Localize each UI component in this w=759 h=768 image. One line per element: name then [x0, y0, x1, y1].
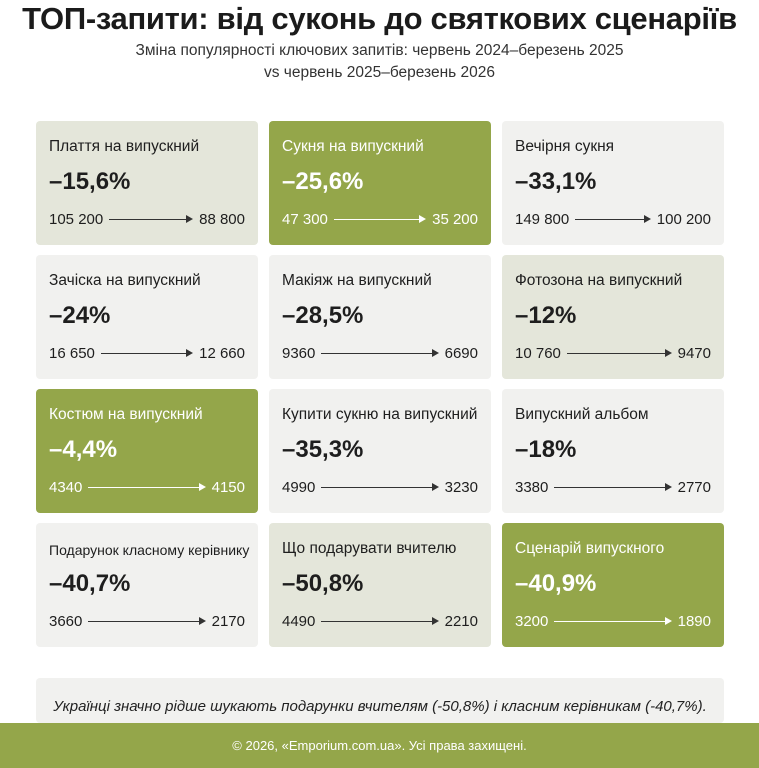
query-card: Фотозона на випускний –12% 10 760 9470 [502, 255, 724, 379]
card-label: Що подарувати вчителю [282, 540, 457, 557]
card-value-before: 47 300 [282, 211, 328, 228]
card-value-after: 35 200 [432, 211, 478, 228]
card-percent-change: –40,9% [515, 570, 597, 597]
card-value-after: 4150 [211, 479, 245, 496]
card-value-after: 88 800 [199, 211, 245, 228]
arrow-right-icon [554, 483, 672, 491]
card-value-before: 149 800 [515, 211, 570, 228]
card-value-after: 1890 [677, 613, 711, 630]
card-value-after: 9470 [677, 345, 711, 362]
arrow-right-icon [321, 617, 439, 625]
arrow-right-icon [88, 483, 206, 491]
card-percent-change: –50,8% [282, 570, 364, 597]
copyright-footer: © 2026, «Emporium.com.ua». Усі права зах… [0, 723, 759, 768]
card-percent-change: –4,4% [49, 436, 118, 463]
card-label: Подарунок класному керівнику [49, 542, 250, 558]
arrow-right-icon [109, 215, 193, 223]
query-card: Плаття на випускний –15,6% 105 200 88 80… [36, 121, 258, 245]
card-value-before: 3200 [515, 613, 549, 630]
card-percent-change: –28,5% [282, 302, 364, 329]
arrow-right-icon [554, 617, 672, 625]
card-value-after: 100 200 [656, 211, 711, 228]
query-card: Що подарувати вчителю –50,8% 4490 2210 [269, 523, 491, 647]
subtitle-line-2: vs червень 2025–березень 2026 [263, 64, 496, 81]
card-value-before: 3380 [515, 479, 549, 496]
card-value-before: 4340 [49, 479, 83, 496]
card-percent-change: –40,7% [49, 570, 131, 597]
arrow-right-icon [101, 349, 193, 357]
query-cards-grid: Плаття на випускний –15,6% 105 200 88 80… [36, 121, 724, 648]
card-label: Сценарій випускного [515, 540, 665, 557]
card-value-before: 16 650 [49, 345, 95, 362]
card-value-after: 3230 [444, 479, 478, 496]
page-subtitle: Зміна популярності ключових запитів: чер… [0, 40, 759, 84]
card-label: Макіяж на випускний [282, 272, 432, 289]
card-value-before: 4990 [282, 479, 316, 496]
card-label: Вечірня сукня [515, 138, 615, 155]
card-label: Костюм на випускний [49, 406, 203, 423]
card-label: Купити сукню на випускний [282, 406, 478, 423]
arrow-right-icon [334, 215, 426, 223]
card-value-before: 3660 [49, 613, 83, 630]
card-percent-change: –35,3% [282, 436, 364, 463]
query-card: Зачіска на випускний –24% 16 650 12 660 [36, 255, 258, 379]
card-value-before: 10 760 [515, 345, 561, 362]
card-value-after: 12 660 [199, 345, 245, 362]
card-percent-change: –18% [515, 436, 577, 463]
card-percent-change: –15,6% [49, 168, 131, 195]
arrow-right-icon [88, 617, 206, 625]
card-percent-change: –25,6% [282, 168, 364, 195]
card-label: Плаття на випускний [49, 138, 200, 155]
query-card: Подарунок класному керівнику –40,7% 3660… [36, 523, 258, 647]
card-label: Випускний альбом [515, 406, 649, 423]
query-card: Костюм на випускний –4,4% 4340 4150 [36, 389, 258, 513]
query-card: Макіяж на випускний –28,5% 9360 6690 [269, 255, 491, 379]
card-value-after: 2170 [211, 613, 245, 630]
card-percent-change: –33,1% [515, 168, 597, 195]
card-value-after: 2210 [444, 613, 478, 630]
page-title: ТОП-запити: від суконь до святкових сцен… [22, 1, 737, 36]
query-card: Вечірня сукня –33,1% 149 800 100 200 [502, 121, 724, 245]
query-card: Сукня на випускний –25,6% 47 300 35 200 [269, 121, 491, 245]
arrow-right-icon [321, 349, 439, 357]
card-value-after: 2770 [677, 479, 711, 496]
card-value-after: 6690 [444, 345, 478, 362]
card-value-before: 4490 [282, 613, 316, 630]
card-percent-change: –12% [515, 302, 577, 329]
arrow-right-icon [321, 483, 439, 491]
summary-note: Українці значно рідше шукають подарунки … [36, 678, 724, 723]
query-card: Сценарій випускного –40,9% 3200 1890 [502, 523, 724, 647]
card-value-before: 105 200 [49, 211, 104, 228]
card-label: Зачіска на випускний [49, 272, 201, 289]
subtitle-line-1: Зміна популярності ключових запитів: чер… [135, 42, 624, 59]
card-percent-change: –24% [49, 302, 111, 329]
query-card: Купити сукню на випускний –35,3% 4990 32… [269, 389, 491, 513]
arrow-right-icon [567, 349, 672, 357]
card-label: Фотозона на випускний [515, 272, 683, 289]
query-card: Випускний альбом –18% 3380 2770 [502, 389, 724, 513]
card-label: Сукня на випускний [282, 138, 424, 155]
arrow-right-icon [575, 215, 651, 223]
card-value-before: 9360 [282, 345, 316, 362]
